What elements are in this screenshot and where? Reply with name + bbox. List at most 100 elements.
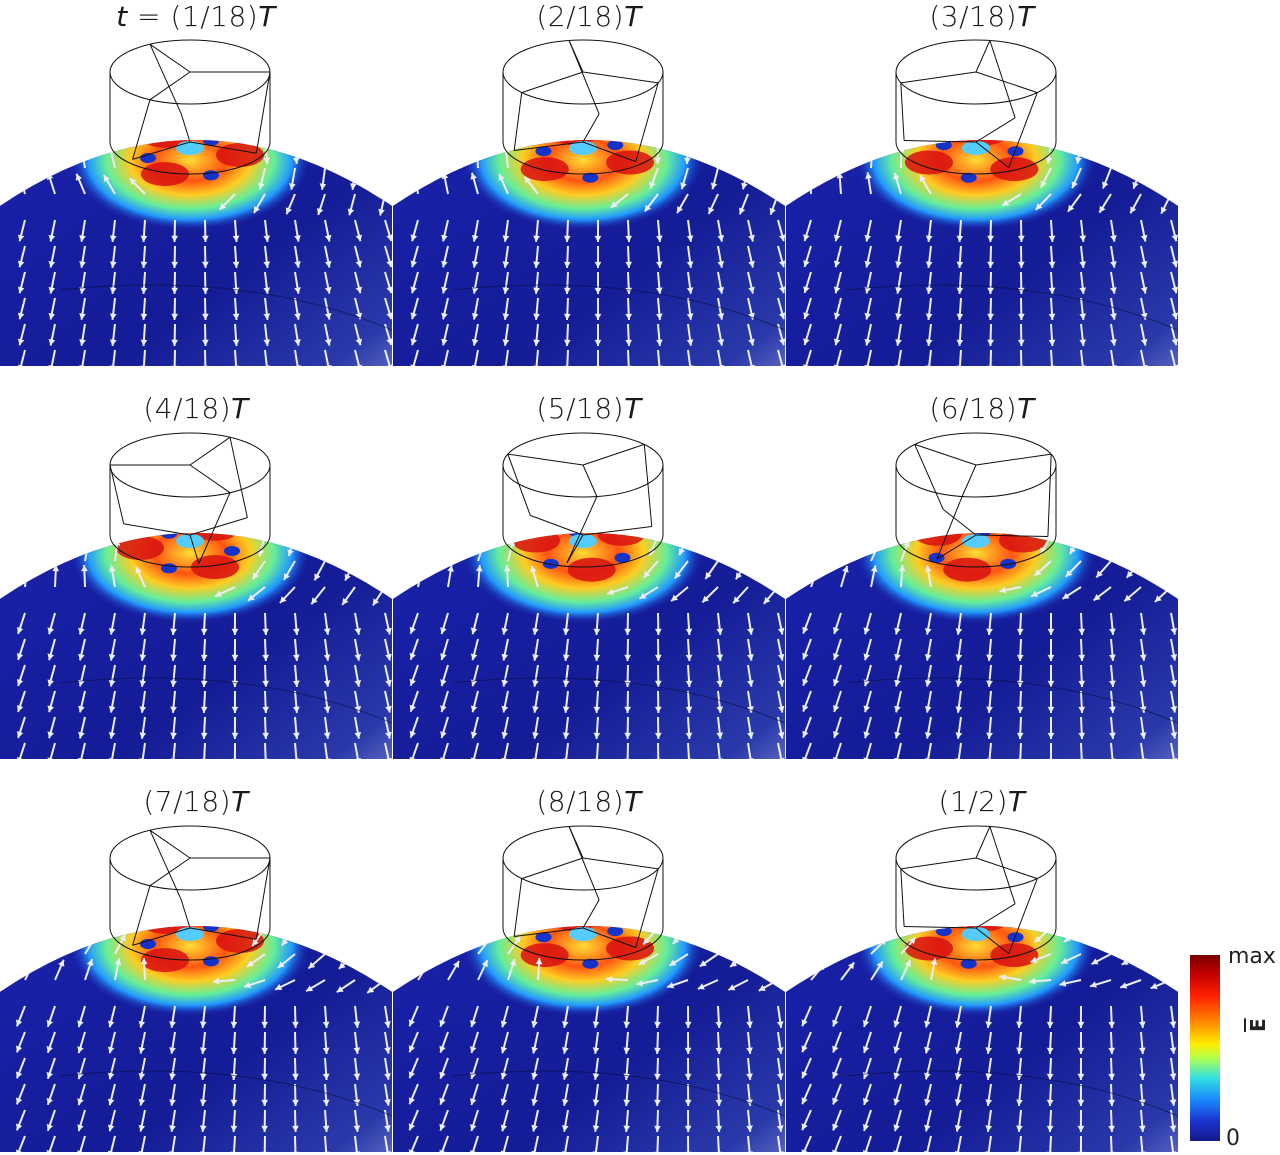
field-arrowhead <box>355 234 363 242</box>
field-arrow <box>418 868 438 876</box>
field-arrowhead <box>985 1125 993 1132</box>
field-arrow <box>841 872 863 876</box>
field-arrowhead <box>124 493 131 500</box>
field-arrow <box>264 742 267 759</box>
field-arrowhead <box>354 628 362 635</box>
field-arrowhead <box>79 235 86 242</box>
field-arrowhead <box>777 705 785 713</box>
field-arrowhead <box>593 628 601 635</box>
field-arrowhead <box>294 261 301 268</box>
time-fraction: (3/18) <box>929 0 1018 33</box>
field-arrowhead <box>235 891 242 898</box>
field-arrowhead <box>1046 1047 1054 1054</box>
field-arrowhead <box>263 157 270 164</box>
field-arrowhead <box>261 1047 268 1054</box>
field-arrowhead <box>1078 732 1086 739</box>
field-arrowhead <box>777 627 785 635</box>
field-arrowhead <box>453 516 459 523</box>
field-arrow <box>294 742 298 759</box>
field-arrowhead <box>919 175 926 183</box>
field-arrow <box>413 172 419 195</box>
field-arrowhead <box>247 960 254 967</box>
field-arrow <box>507 140 514 143</box>
field-arrow <box>563 1135 569 1152</box>
field-arrowhead <box>955 654 963 661</box>
period-symbol: T <box>258 0 276 33</box>
field-arrow <box>811 870 832 876</box>
field-arrow <box>810 541 823 562</box>
field-arrow <box>1141 90 1143 112</box>
field-arrowhead <box>64 467 71 474</box>
field-arrow <box>775 141 779 164</box>
field-lobe <box>216 143 264 167</box>
field-arrow <box>17 742 26 759</box>
field-arrowhead <box>4 912 11 919</box>
field-arrow <box>411 349 419 366</box>
field-arrowhead <box>579 882 586 888</box>
field-arrowhead <box>451 96 457 103</box>
field-arrow <box>295 483 299 505</box>
field-arrow <box>385 116 389 138</box>
field-arrowhead <box>425 492 432 499</box>
field-arrow <box>1106 141 1112 164</box>
field-arrowhead <box>324 260 332 268</box>
field-arrowhead <box>1108 1073 1115 1080</box>
field-lobe <box>550 926 599 932</box>
field-arrowhead <box>124 913 131 920</box>
field-arrowhead <box>353 1073 361 1080</box>
field-arrow <box>502 742 509 759</box>
field-arrowhead <box>369 962 376 970</box>
field-arrowhead <box>1163 497 1169 504</box>
field-arrowhead <box>655 706 662 713</box>
field-arrow <box>568 483 589 488</box>
field-arrowhead <box>1079 339 1087 346</box>
field-arrowhead <box>79 287 86 294</box>
field-arrow <box>139 1135 146 1152</box>
field-arrowhead <box>686 287 694 294</box>
field-arrowhead <box>945 878 952 884</box>
field-arrowhead <box>1047 732 1055 739</box>
field-arrowhead <box>720 104 726 111</box>
field-arrowhead <box>1071 181 1078 189</box>
field-arrow <box>1110 349 1116 366</box>
field-arrowhead <box>1109 706 1116 713</box>
field-arrowhead <box>127 472 134 478</box>
field-arrowhead <box>293 654 300 661</box>
field-arrowhead <box>924 706 932 713</box>
field-arrowhead <box>789 963 796 971</box>
field-arrowhead <box>470 1150 477 1152</box>
field-arrowhead <box>423 961 430 969</box>
field-arrowhead <box>832 1097 839 1105</box>
field-arrowhead <box>83 120 90 126</box>
field-arrowhead <box>471 313 479 320</box>
field-arrowhead <box>1040 180 1047 188</box>
field-arrowhead <box>501 705 509 713</box>
field-arrow <box>991 483 1006 500</box>
field-arrow <box>478 871 500 876</box>
field-lobe <box>191 533 239 541</box>
field-arrowhead <box>924 1098 931 1106</box>
field-arrowhead <box>1139 1021 1146 1028</box>
field-arrow <box>688 483 689 505</box>
field-arrowhead <box>776 1021 784 1028</box>
field-arrowhead <box>169 1073 176 1080</box>
field-arrowhead <box>956 313 964 320</box>
field-arrowhead <box>481 960 488 968</box>
field-arrowhead <box>409 678 416 686</box>
field-arrow <box>931 102 948 116</box>
field-arrowhead <box>393 120 394 127</box>
field-arrowhead <box>531 1072 538 1080</box>
field-arrowhead <box>593 732 601 739</box>
field-arrowhead <box>1077 1021 1085 1028</box>
field-arrowhead <box>247 594 255 601</box>
field-arrowhead <box>747 680 754 687</box>
field-arrowhead <box>1151 958 1159 965</box>
field-arrowhead <box>801 1045 808 1053</box>
field-arrowhead <box>748 105 755 112</box>
field-arrowhead <box>46 1045 53 1053</box>
field-arrow <box>777 742 784 759</box>
field-arrowhead <box>562 654 570 661</box>
field-arrow <box>24 140 28 143</box>
field-arrowhead <box>408 1045 415 1053</box>
field-hotspot <box>70 533 310 623</box>
